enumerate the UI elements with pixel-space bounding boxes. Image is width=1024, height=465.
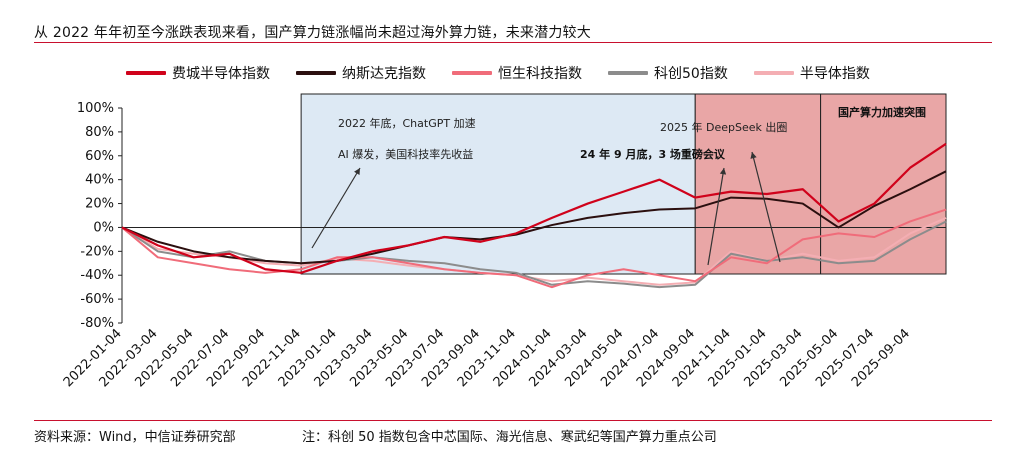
annotation-text: AI 爆发，美国科技率先收益	[338, 147, 473, 161]
series-line	[121, 208, 947, 289]
y-tick-label: 100%	[77, 101, 114, 116]
highlight-region	[820, 93, 947, 275]
legend-item: 恒生科技指数	[452, 63, 582, 83]
source-note: 资料来源：Wind，中信证券研究部	[34, 430, 236, 445]
legend-swatch	[452, 71, 492, 75]
legend-item: 科创50指数	[608, 63, 728, 83]
legend-item: 半导体指数	[753, 63, 870, 83]
legend-label: 费城半导体指数	[172, 66, 270, 82]
legend-label: 纳斯达克指数	[342, 66, 426, 82]
legend-swatch	[608, 71, 648, 75]
legend-item: 费城半导体指数	[126, 63, 270, 83]
highlight-region	[300, 93, 696, 275]
y-tick-label: -80%	[80, 316, 114, 331]
y-tick-label: 60%	[85, 149, 114, 164]
arrow-head	[719, 168, 727, 175]
y-tick-label: 80%	[85, 125, 114, 140]
y-tick-label: 40%	[85, 173, 114, 188]
footnote: 注：科创 50 指数包含中芯国际、海光信息、寒武纪等国产算力重点公司	[302, 430, 717, 445]
legend-label: 科创50指数	[654, 66, 728, 82]
annotation-text: 国产算力加速突围	[838, 105, 926, 119]
legend-swatch	[753, 71, 794, 75]
arrow-head	[750, 152, 757, 159]
annotation-arrow	[707, 167, 725, 266]
annotation-text: 2025 年 DeepSeek 出圈	[660, 120, 787, 134]
series-line	[121, 142, 947, 274]
annotation-arrow	[311, 167, 361, 249]
y-tick-label: -40%	[80, 268, 114, 283]
series-line	[121, 170, 947, 265]
annotation-text: 24 年 9 月底，3 场重磅会议	[580, 147, 726, 161]
legend-label: 恒生科技指数	[498, 66, 582, 82]
annotation-arrow	[751, 151, 781, 263]
y-tick-label: -60%	[80, 292, 114, 307]
legend-item: 纳斯达克指数	[296, 63, 426, 83]
arrow-head	[354, 168, 360, 175]
legend-label: 半导体指数	[799, 66, 870, 82]
y-tick-label: 0%	[93, 220, 114, 235]
y-tick-label: -20%	[80, 244, 114, 259]
legend-swatch	[126, 71, 166, 75]
bottom-divider	[34, 420, 992, 421]
chart-title: 从 2022 年年初至今涨跌表现来看，国产算力链涨幅尚未超过海外算力链，未来潜力…	[34, 25, 591, 41]
highlight-region	[694, 93, 822, 275]
legend: 费城半导体指数 纳斯达克指数 恒生科技指数 科创50指数 半导体指数	[126, 63, 896, 83]
legend-swatch	[296, 71, 336, 75]
y-tick-label: 20%	[85, 197, 114, 212]
annotation-text: 2022 年底，ChatGPT 加速	[338, 116, 476, 130]
top-divider	[34, 42, 992, 43]
